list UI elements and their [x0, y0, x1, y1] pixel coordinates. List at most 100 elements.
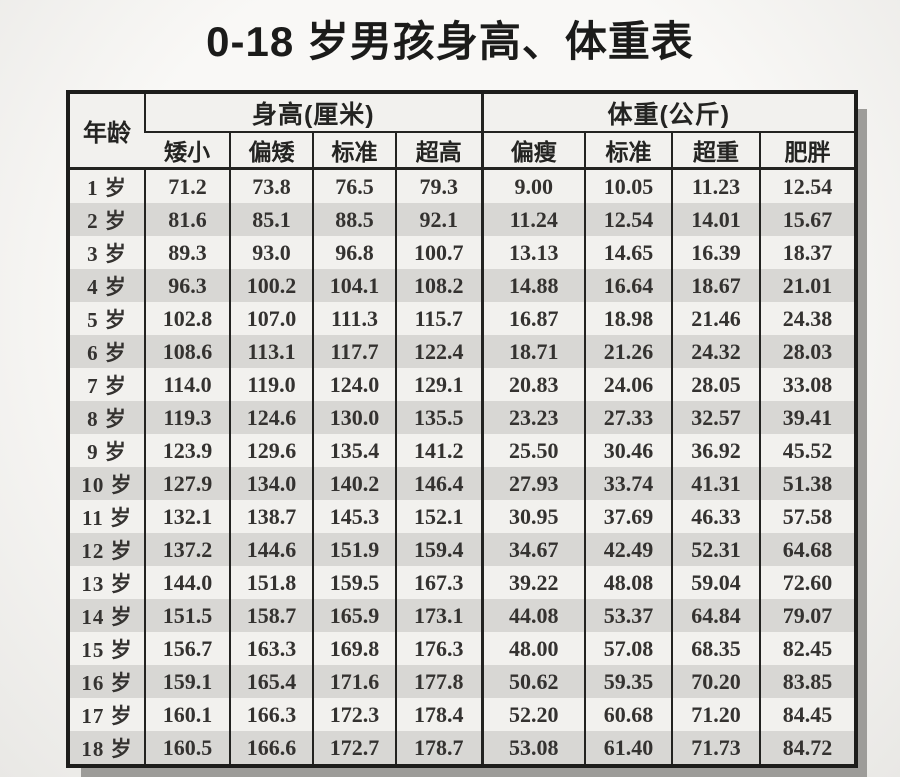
height-value-cell: 115.7 — [394, 302, 483, 335]
weight-value-cell: 9.00 — [480, 168, 586, 203]
height-value-cell: 108.2 — [394, 269, 483, 302]
height-value-cell: 151.5 — [144, 599, 230, 632]
height-value-cell: 76.5 — [312, 168, 396, 203]
height-value-cell: 144.6 — [229, 533, 313, 566]
height-value-cell: 152.1 — [394, 500, 483, 533]
height-value-cell: 151.9 — [312, 533, 396, 566]
weight-value-cell: 64.68 — [759, 533, 857, 566]
height-value-cell: 140.2 — [312, 467, 396, 500]
height-value-cell: 166.6 — [229, 731, 313, 766]
height-value-cell: 117.7 — [312, 335, 396, 368]
weight-value-cell: 44.08 — [480, 599, 586, 632]
weight-value-cell: 28.03 — [759, 335, 857, 368]
table-row: 8 岁 119.3 124.6 130.0 135.5 23.23 27.33 32.57 39… — [68, 401, 857, 434]
table-row: 7 岁 114.0 119.0 124.0 129.1 20.83 24.06 28.05 33… — [68, 368, 857, 401]
height-value-cell: 178.4 — [394, 698, 483, 731]
weight-value-cell: 84.45 — [759, 698, 857, 731]
age-cell: 12 岁 — [81, 538, 133, 563]
height-value-cell: 166.3 — [229, 698, 313, 731]
height-value-cell: 137.2 — [144, 533, 230, 566]
weight-value-cell: 39.41 — [759, 401, 857, 434]
height-value-cell: 159.1 — [144, 665, 230, 698]
weight-value-cell: 25.50 — [480, 434, 586, 467]
table-row: 2 岁 81.6 85.1 88.5 92.1 11.24 12.54 14.01 15.67 — [68, 203, 857, 236]
height-value-cell: 81.6 — [144, 203, 230, 236]
weight-value-cell: 82.45 — [759, 632, 857, 665]
table-row: 18 岁 160.5 166.6 172.7 178.7 53.08 61.40 71.73 8… — [68, 731, 857, 766]
growth-table: 年龄 身高(厘米) 体重(公斤) 矮小 偏矮 标准 超高 偏瘦 标准 超重 肥胖 1 岁 71.… — [66, 90, 859, 768]
weight-value-cell: 36.92 — [671, 434, 761, 467]
weight-value-cell: 34.67 — [480, 533, 586, 566]
weight-value-cell: 11.24 — [480, 203, 586, 236]
height-value-cell: 127.9 — [144, 467, 230, 500]
table-row: 15 岁 156.7 163.3 169.8 176.3 48.00 57.08 68.35 8… — [68, 632, 857, 665]
height-value-cell: 134.0 — [229, 467, 313, 500]
table-row: 5 岁 102.8 107.0 111.3 115.7 16.87 18.98 21.46 24… — [68, 302, 857, 335]
age-column-header: 年龄 — [68, 92, 145, 170]
height-value-cell: 102.8 — [144, 302, 230, 335]
height-value-cell: 73.8 — [229, 168, 313, 203]
age-cell: 13 岁 — [81, 571, 133, 596]
weight-value-cell: 70.20 — [671, 665, 761, 698]
height-value-cell: 169.8 — [312, 632, 396, 665]
weight-value-cell: 16.64 — [584, 269, 673, 302]
height-value-cell: 71.2 — [144, 168, 230, 203]
table-row: 16 岁 159.1 165.4 171.6 177.8 50.62 59.35 70.20 8… — [68, 665, 857, 698]
height-sub-header: 矮小 — [145, 132, 230, 170]
height-sub-header: 超高 — [394, 132, 483, 170]
height-value-cell: 113.1 — [229, 335, 313, 368]
weight-value-cell: 21.26 — [584, 335, 673, 368]
weight-value-cell: 61.40 — [584, 731, 673, 766]
weight-value-cell: 27.33 — [584, 401, 673, 434]
age-cell: 11 岁 — [81, 505, 133, 530]
weight-value-cell: 30.46 — [584, 434, 673, 467]
age-cell: 8 岁 — [87, 406, 127, 431]
group-header-row: 年龄 身高(厘米) 体重(公斤) — [68, 92, 857, 170]
height-value-cell: 177.8 — [394, 665, 483, 698]
age-cell: 7 岁 — [87, 373, 127, 398]
weight-value-cell: 51.38 — [759, 467, 857, 500]
weight-sub-header: 偏瘦 — [480, 132, 586, 170]
weight-value-cell: 12.54 — [759, 168, 857, 203]
table-row: 11 岁 132.1 138.7 145.3 152.1 30.95 37.69 46.33 5… — [68, 500, 857, 533]
age-cell: 14 岁 — [81, 604, 133, 629]
height-value-cell: 93.0 — [229, 236, 313, 269]
height-value-cell: 165.4 — [229, 665, 313, 698]
height-value-cell: 85.1 — [229, 203, 313, 236]
height-value-cell: 132.1 — [144, 500, 230, 533]
height-value-cell: 163.3 — [229, 632, 313, 665]
weight-value-cell: 23.23 — [480, 401, 586, 434]
height-value-cell: 88.5 — [312, 203, 396, 236]
weight-value-cell: 24.32 — [671, 335, 761, 368]
weight-value-cell: 52.20 — [480, 698, 586, 731]
height-value-cell: 159.5 — [312, 566, 396, 599]
table-body: 1 岁 71.2 73.8 76.5 79.3 9.00 10.05 11.23 12.54 2 … — [68, 168, 857, 766]
weight-value-cell: 13.13 — [480, 236, 586, 269]
weight-value-cell: 45.52 — [759, 434, 857, 467]
height-value-cell: 96.8 — [312, 236, 396, 269]
height-value-cell: 138.7 — [229, 500, 313, 533]
age-cell: 10 岁 — [81, 472, 133, 497]
height-value-cell: 100.2 — [229, 269, 313, 302]
height-value-cell: 111.3 — [312, 302, 396, 335]
height-value-cell: 124.6 — [229, 401, 313, 434]
weight-value-cell: 46.33 — [671, 500, 761, 533]
height-value-cell: 119.3 — [144, 401, 230, 434]
height-value-cell: 178.7 — [394, 731, 483, 766]
weight-value-cell: 42.49 — [584, 533, 673, 566]
age-cell: 17 岁 — [81, 703, 133, 728]
height-value-cell: 158.7 — [229, 599, 313, 632]
weight-value-cell: 39.22 — [480, 566, 586, 599]
height-value-cell: 176.3 — [394, 632, 483, 665]
weight-value-cell: 83.85 — [759, 665, 857, 698]
weight-value-cell: 52.31 — [671, 533, 761, 566]
weight-value-cell: 18.71 — [480, 335, 586, 368]
weight-value-cell: 57.58 — [759, 500, 857, 533]
weight-value-cell: 41.31 — [671, 467, 761, 500]
age-cell: 9 岁 — [87, 439, 127, 464]
height-value-cell: 119.0 — [229, 368, 313, 401]
table-row: 9 岁 123.9 129.6 135.4 141.2 25.50 30.46 36.92 45… — [68, 434, 857, 467]
weight-value-cell: 10.05 — [584, 168, 673, 203]
weight-value-cell: 12.54 — [584, 203, 673, 236]
